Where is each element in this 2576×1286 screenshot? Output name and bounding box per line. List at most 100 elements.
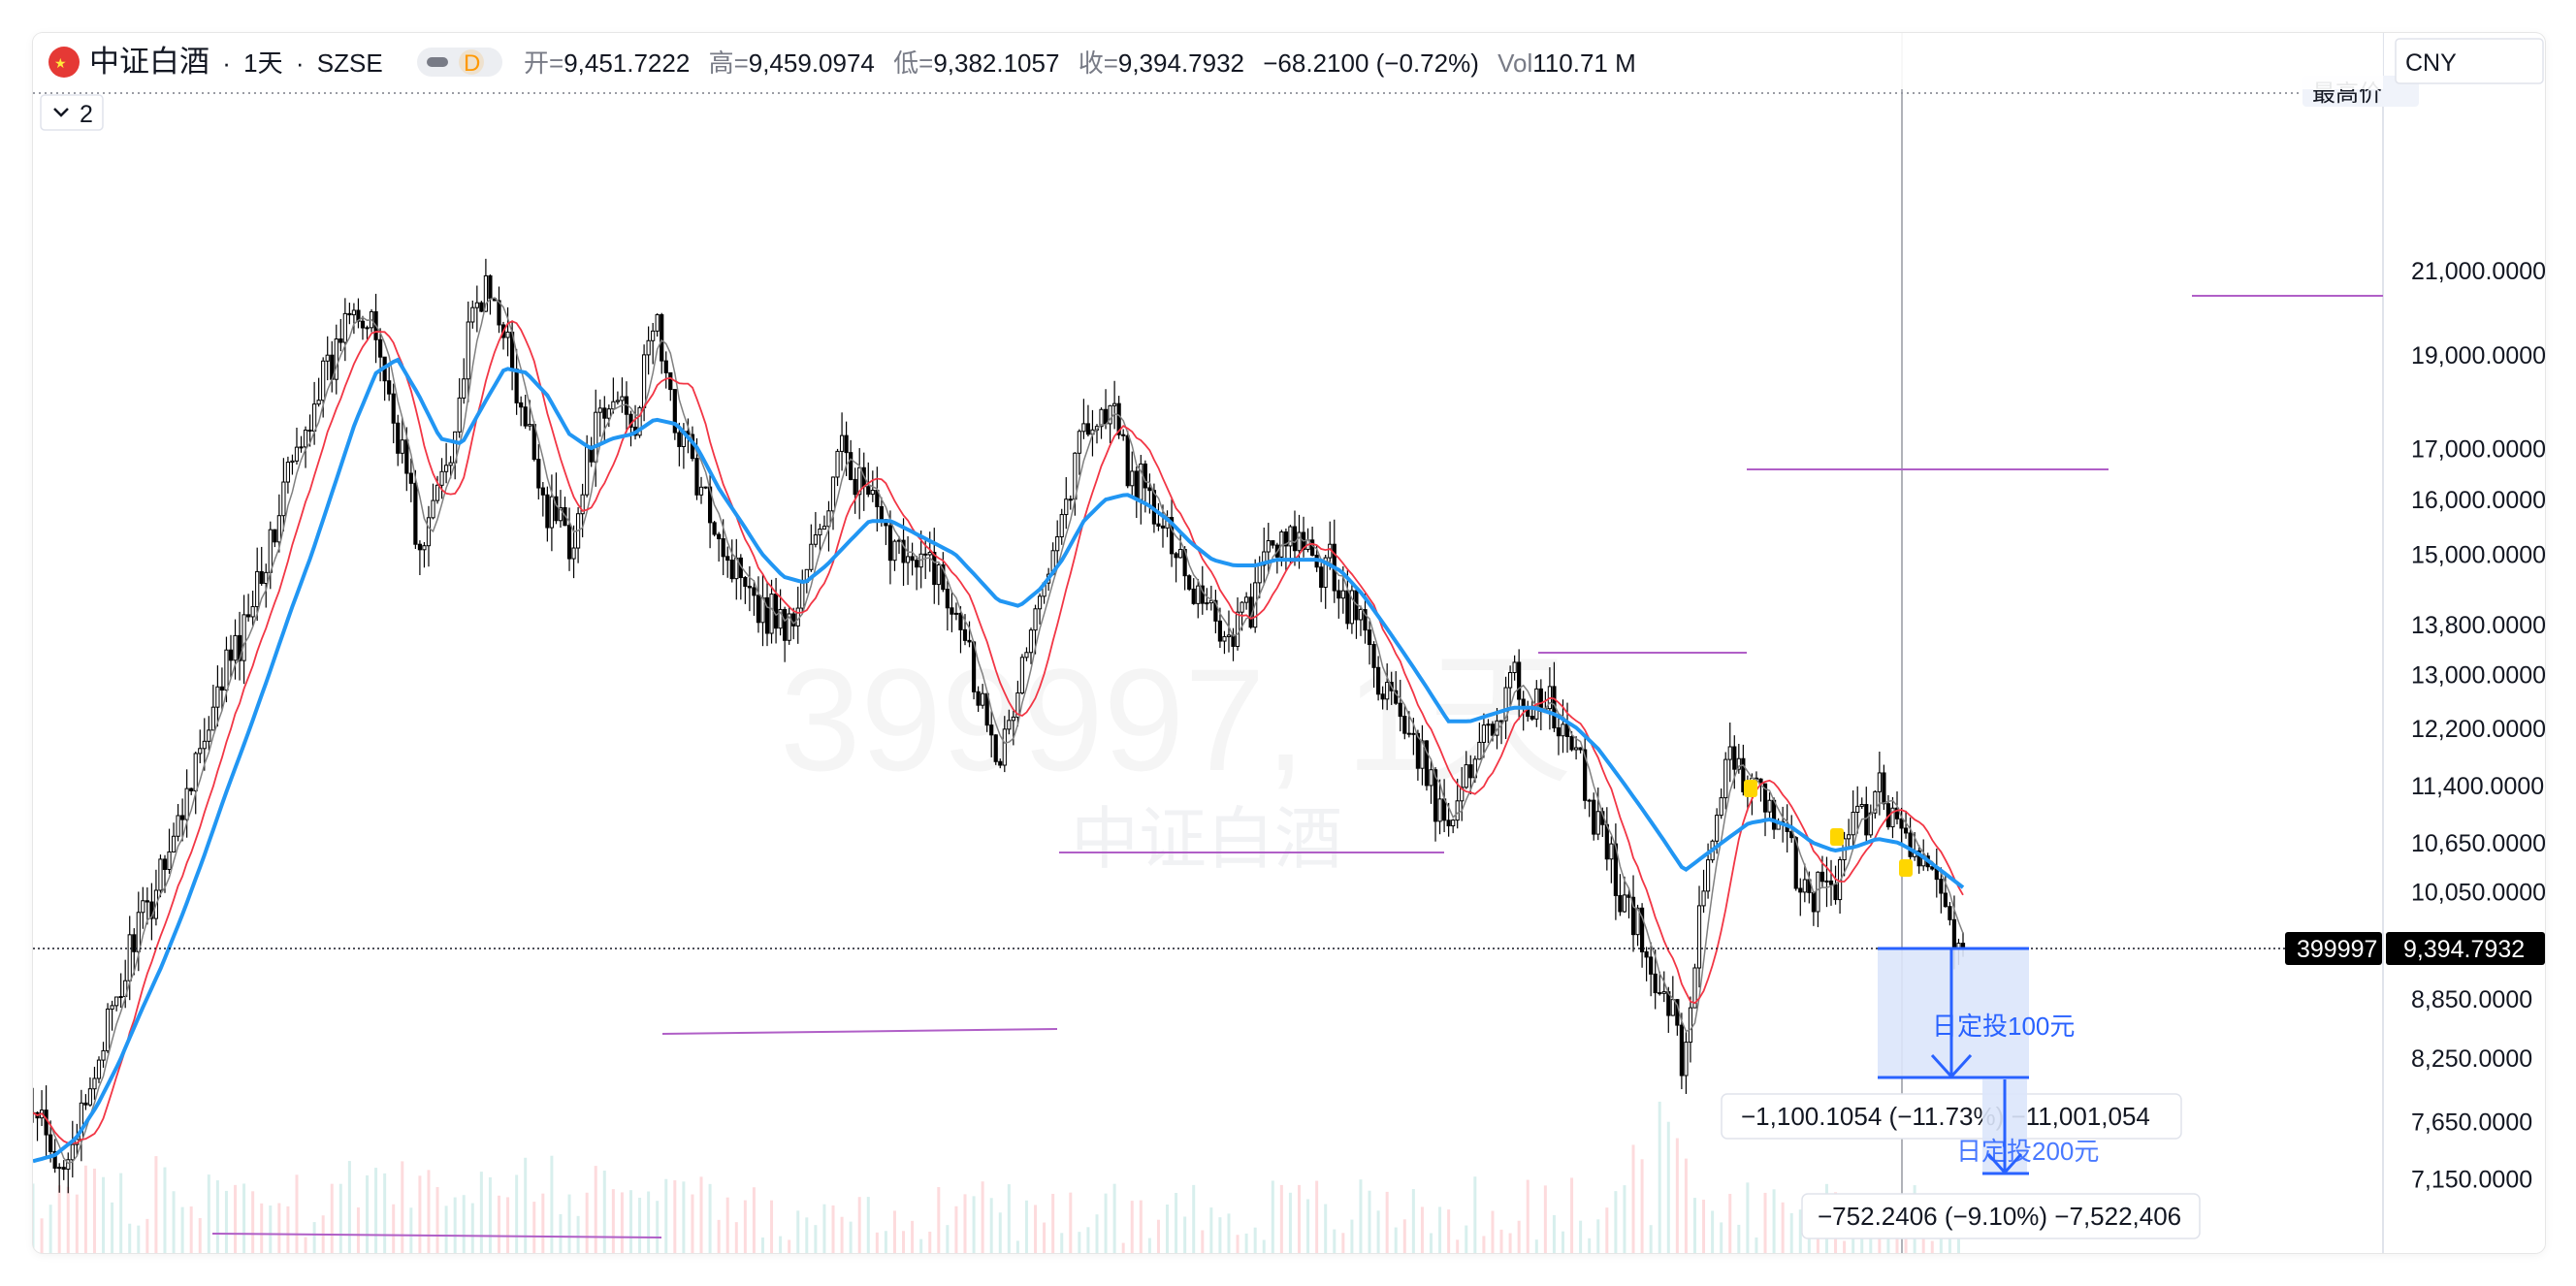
candle-body (1604, 823, 1609, 860)
volume-bar (602, 1171, 606, 1253)
candle-body (1310, 539, 1315, 556)
candle-body (1208, 599, 1213, 604)
currency-selector[interactable]: CNY (2395, 38, 2544, 84)
volume-bar (902, 1231, 906, 1253)
candle-body (1639, 907, 1645, 952)
candle-body (936, 563, 941, 586)
volume-bar (330, 1183, 334, 1253)
candle-body (655, 314, 660, 332)
hline-6[interactable] (211, 1233, 662, 1238)
measure-1-stats: −1,100.1054 (−11.73%) −11,001,054 (1741, 1102, 2150, 1131)
volume-bar (383, 1173, 387, 1253)
candle-body (1948, 906, 1952, 920)
candle-body (101, 1049, 106, 1061)
volume-bar (488, 1176, 492, 1253)
candle-body (641, 354, 647, 408)
header-title[interactable]: 中证白酒 · 1天 · SZSE (89, 45, 383, 79)
signal-marker[interactable] (1830, 828, 1844, 846)
candle-body (523, 406, 528, 427)
current-symbol: 399997 (2297, 936, 2377, 963)
candle-body (1688, 1007, 1693, 1044)
volume-bar (638, 1197, 642, 1253)
volume-bar (1104, 1193, 1108, 1253)
candle-body (87, 1088, 93, 1106)
candle-body (1358, 609, 1364, 621)
volume-bar (401, 1161, 404, 1253)
candle-body (1292, 526, 1298, 552)
candle-body (1556, 727, 1562, 737)
signal-marker[interactable] (1744, 780, 1757, 797)
volume-bar (585, 1192, 589, 1253)
candle-body (408, 472, 413, 484)
candle-body (276, 515, 281, 543)
price-axis-labels[interactable]: 21,000.0000 19,000.0000 17,000.0000 16,000.… (2411, 258, 2545, 1194)
candle-body (1033, 608, 1038, 631)
volume-bar (1298, 1184, 1302, 1253)
volume-bar (1789, 1212, 1793, 1253)
measure-tool-1[interactable]: 日定投100元 −1,100.1054 (−11.73%) −11,001,05… (1721, 947, 2182, 1140)
candle-body (1503, 687, 1508, 722)
candle-body (1899, 818, 1904, 829)
candle-body (528, 424, 532, 427)
volume-bar (1755, 1237, 1758, 1253)
exchange: SZSE (317, 48, 383, 78)
volume-bar (699, 1176, 703, 1253)
volume-bar (805, 1217, 809, 1253)
candle-body (457, 397, 462, 433)
symbol-name[interactable]: 中证白酒 (89, 45, 209, 79)
volume-bar (1763, 1192, 1767, 1253)
candle-body (404, 439, 409, 474)
candle-body (215, 686, 220, 708)
volume-bar (937, 1187, 941, 1253)
indicator-collapse-button[interactable]: 2 (40, 94, 104, 131)
candle-body (1811, 891, 1816, 913)
candle-body (602, 407, 607, 419)
volume-bar (541, 1193, 545, 1253)
candle-body (439, 470, 444, 486)
candle-body (127, 934, 132, 981)
candle-body (1464, 764, 1468, 788)
measure-2-stats-box (1801, 1193, 2201, 1239)
volume-bar (998, 1212, 1002, 1253)
status-badge[interactable]: D (417, 48, 502, 77)
volume-bar (163, 1167, 167, 1253)
candle-body (1903, 827, 1909, 834)
change-value: −68.2100 (−0.72%) (1263, 48, 1479, 78)
candle-body (264, 571, 269, 585)
candle-body (61, 1167, 66, 1171)
candle-body (479, 302, 484, 312)
candle-body (1890, 807, 1895, 828)
volume-bar (1878, 1236, 1882, 1253)
candle-body (255, 570, 260, 608)
candle-body (580, 494, 585, 515)
interval[interactable]: 1天 (243, 48, 282, 78)
measure-tool-2[interactable]: 日定投200元 −752.2406 (−9.10%) −7,522,406 (1801, 1079, 2201, 1239)
volume-bar (1306, 1199, 1310, 1253)
hline-5[interactable] (661, 1028, 1058, 1035)
candle-body (677, 432, 682, 447)
candle-body (224, 649, 229, 691)
volume-bar (857, 1197, 861, 1253)
volume-bar (277, 1203, 281, 1253)
candle-body (136, 912, 141, 952)
candle-body (1679, 1024, 1684, 1077)
volume-bar (1658, 1101, 1661, 1253)
signal-marker[interactable] (1899, 859, 1913, 877)
candle-body (849, 452, 853, 480)
candle-body (198, 748, 203, 755)
candle-body (1059, 514, 1064, 537)
volume-bar (1201, 1230, 1205, 1253)
candle-body (1684, 1042, 1689, 1077)
volume-bar (1227, 1213, 1231, 1253)
candle-body (505, 331, 510, 338)
price-label: 8,850.0000 (2411, 986, 2532, 1013)
volume-bar (462, 1195, 466, 1253)
candle-body (1635, 907, 1640, 936)
candle-body (1561, 723, 1565, 737)
volume-bar (347, 1161, 351, 1253)
candle-body (1108, 404, 1112, 425)
volume-bar (559, 1213, 563, 1253)
volume-bar (1183, 1216, 1187, 1253)
chart-canvas[interactable]: 399997, 1天 中证白酒 (33, 33, 2545, 1253)
candle-body (725, 556, 730, 562)
